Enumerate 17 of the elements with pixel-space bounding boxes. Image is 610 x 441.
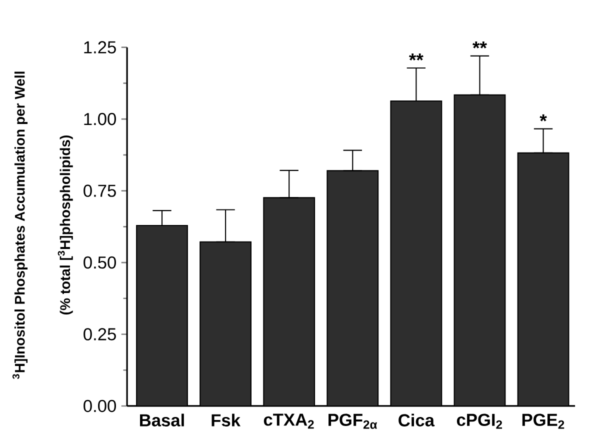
x-tick-label: Basal bbox=[140, 414, 184, 426]
x-tick-label: cTXA$_{2}$ bbox=[264, 414, 314, 429]
x-tick-label: Cica bbox=[398, 414, 435, 426]
annotation: ** bbox=[472, 41, 487, 48]
text: $^{3}$H]Inositol Phosphates Accumulation per Well (% total [$^{3}$H]phospholipids) bbox=[12, 72, 73, 379]
x-tick-label: Fsk bbox=[212, 414, 241, 426]
x-tick-label: PGE$_{2}$ bbox=[522, 414, 564, 429]
annotation: ** bbox=[408, 54, 424, 60]
annotation: * bbox=[540, 114, 547, 122]
y-tick-label: 0.75 bbox=[84, 184, 116, 197]
y-tick-label: 0.50 bbox=[84, 256, 116, 269]
y-tick-label: 1.25 bbox=[84, 41, 116, 54]
y-tick-label: 1.00 bbox=[84, 112, 116, 126]
x-tick-label: cPGI$_{2}$ bbox=[456, 414, 502, 429]
x-tick-label: PGF$_{2α}$ bbox=[328, 414, 378, 429]
y-tick-label: 0.00 bbox=[84, 400, 116, 412]
y-tick-label: 0.25 bbox=[84, 328, 116, 340]
